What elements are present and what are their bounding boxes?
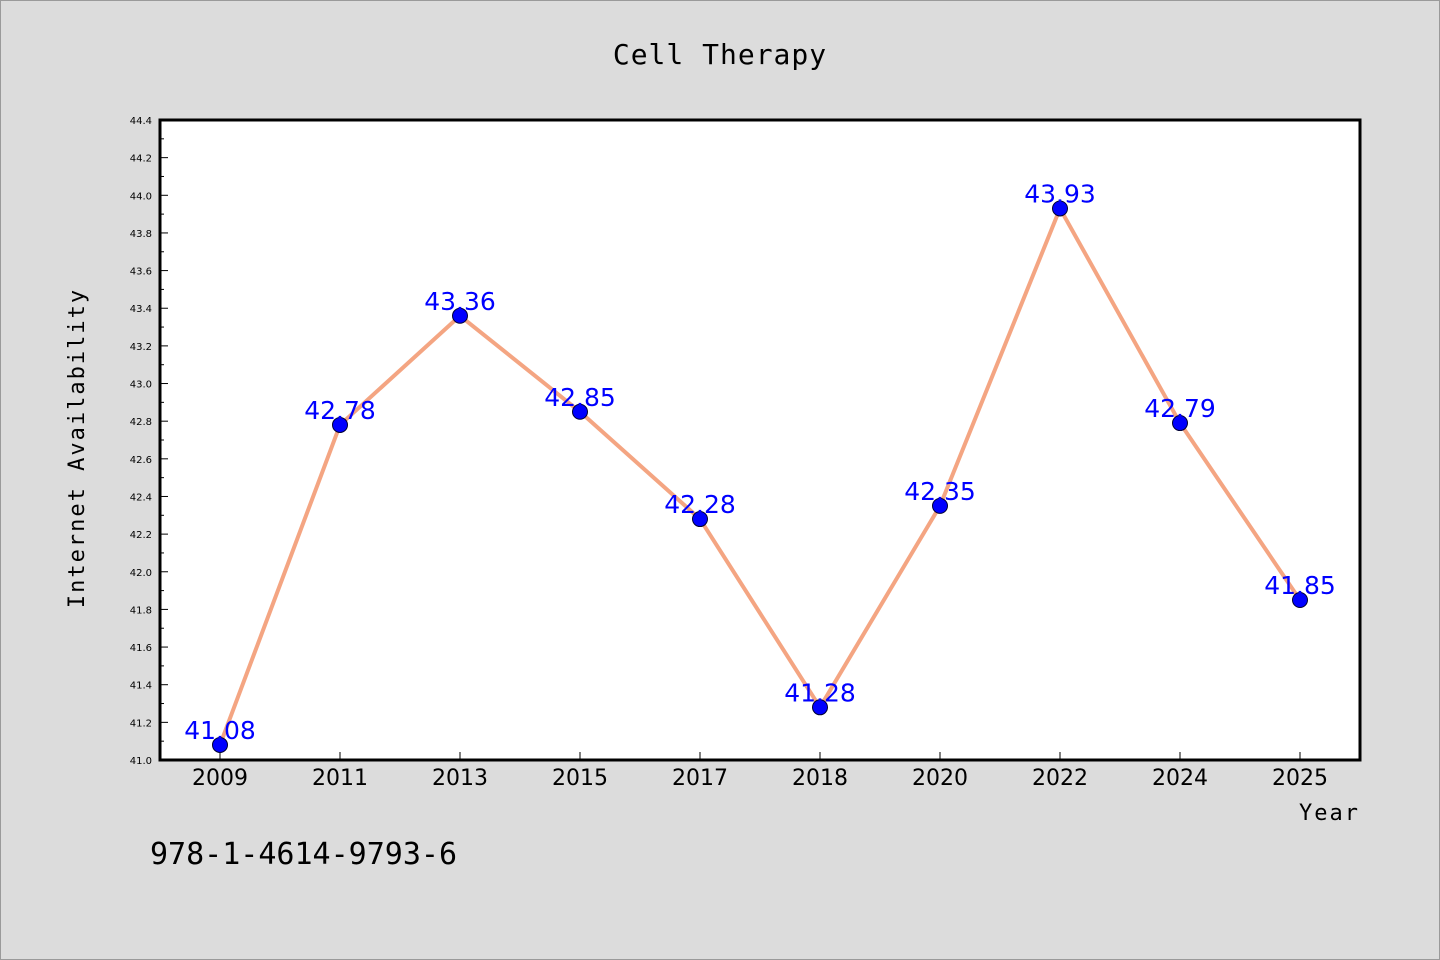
x-tick-label: 2020 bbox=[912, 766, 968, 791]
data-markers bbox=[212, 200, 1308, 753]
y-tick-label: 42.4 bbox=[130, 492, 152, 503]
y-tick-label: 43.4 bbox=[130, 304, 152, 315]
y-tick-label: 41.4 bbox=[130, 681, 152, 692]
data-point bbox=[1052, 200, 1068, 217]
data-point bbox=[212, 736, 228, 753]
data-point bbox=[1292, 592, 1308, 608]
data-label: 41.28 bbox=[784, 678, 856, 707]
x-tick-label: 2011 bbox=[312, 766, 368, 791]
y-tick-label: 44.2 bbox=[130, 154, 152, 165]
y-axis-label: Internet Availability bbox=[65, 288, 90, 608]
y-tick-label: 41.8 bbox=[130, 605, 152, 616]
y-axis-ticks: 41.0 41.2 41.4 41.6 41.8 42.0 42.2 42.4 42.6 42.8… bbox=[130, 116, 168, 767]
data-label: 41.85 bbox=[1264, 571, 1336, 600]
y-tick-label: 42.8 bbox=[130, 417, 152, 428]
data-point bbox=[572, 403, 588, 420]
data-labels: 41.08 42.78 43.36 42.85 42.28 41.28 42.35 43.93… bbox=[184, 179, 1336, 744]
data-label: 43.36 bbox=[424, 287, 496, 316]
y-tick-label: 43.6 bbox=[130, 267, 152, 278]
data-label: 42.28 bbox=[664, 490, 736, 519]
y-tick-label: 43.2 bbox=[130, 342, 152, 353]
y-tick-label: 41.2 bbox=[130, 718, 152, 729]
x-axis-ticks: 2009 2011 2013 2015 2017 2018 2020 2022 2024 2025 bbox=[192, 752, 1328, 791]
data-label: 43.93 bbox=[1024, 179, 1096, 208]
x-tick-label: 2013 bbox=[432, 766, 488, 791]
data-point bbox=[452, 307, 468, 324]
isbn-text: 978-1-4614-9793-6 bbox=[150, 837, 457, 872]
x-tick-label: 2018 bbox=[792, 766, 848, 791]
x-tick-label: 2024 bbox=[1152, 766, 1208, 791]
y-tick-label: 41.6 bbox=[130, 643, 152, 654]
data-label: 42.35 bbox=[904, 477, 976, 506]
x-tick-label: 2022 bbox=[1032, 766, 1088, 791]
y-tick-label: 44.0 bbox=[130, 191, 152, 202]
data-point bbox=[932, 497, 948, 514]
series-line bbox=[218, 206, 1302, 747]
data-point bbox=[812, 699, 828, 716]
data-label: 42.79 bbox=[1144, 394, 1216, 423]
data-label: 41.08 bbox=[184, 716, 256, 745]
plot-frame bbox=[158, 118, 1362, 762]
chart-title: Cell Therapy bbox=[613, 38, 827, 71]
data-label: 42.85 bbox=[544, 383, 616, 412]
x-axis-label: Year bbox=[1299, 801, 1360, 826]
x-tick-label: 2025 bbox=[1272, 766, 1328, 791]
y-tick-label: 41.0 bbox=[130, 756, 152, 767]
y-tick-label: 43.0 bbox=[130, 380, 152, 391]
data-point bbox=[332, 416, 348, 433]
x-tick-label: 2015 bbox=[552, 766, 608, 791]
y-tick-label: 42.6 bbox=[130, 455, 152, 466]
y-tick-label: 42.0 bbox=[130, 568, 152, 579]
plot-area bbox=[160, 120, 1360, 760]
y-tick-label: 44.4 bbox=[130, 116, 152, 127]
x-tick-label: 2017 bbox=[672, 766, 728, 791]
y-tick-label: 43.8 bbox=[130, 229, 152, 240]
data-label: 42.78 bbox=[304, 396, 376, 425]
data-point bbox=[1172, 415, 1188, 432]
data-point bbox=[692, 511, 708, 528]
y-tick-label: 42.2 bbox=[130, 530, 152, 541]
x-tick-label: 2009 bbox=[192, 766, 248, 791]
